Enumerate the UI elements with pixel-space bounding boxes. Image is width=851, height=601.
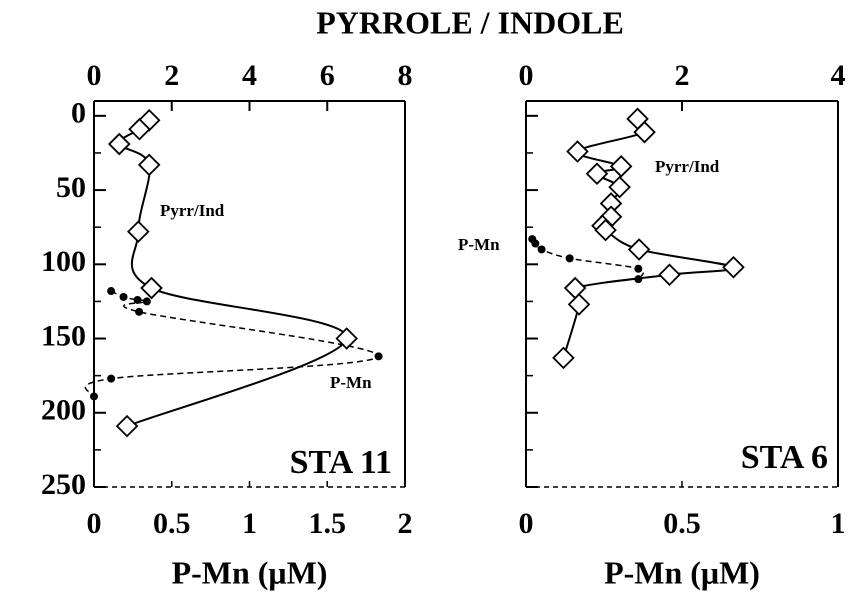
diamond-marker [335,327,358,350]
x-tick-label: 1 [242,507,257,540]
diamond-marker [137,153,161,177]
diamond-marker [658,263,681,286]
series-line [118,119,348,428]
dot-marker [537,245,546,254]
diamond-marker [128,117,151,141]
series-label: Pyrr/Ind [655,157,720,176]
diamond-marker [563,276,587,300]
x2-tick-label: 8 [398,59,413,92]
x-tick-label: 1.5 [309,507,347,540]
y-tick-label: 150 [41,319,86,352]
diamond-marker [107,132,131,156]
y-tick-label: 100 [41,245,86,278]
diamond-marker [552,346,575,370]
diamond-marker [627,238,651,261]
diamond-marker [140,276,163,300]
dot-marker [119,292,128,301]
y-tick-label: 0 [71,97,86,130]
diamond-marker [594,218,617,242]
station-label: STA 6 [741,439,828,476]
diamond-marker [633,120,656,144]
dot-marker [374,352,383,361]
diamond-marker [609,155,633,178]
x2-tick-label: 2 [164,59,179,92]
x2-tick-label: 4 [831,59,846,92]
dot-marker [634,264,643,273]
series-label: Pyrr/Ind [160,201,225,220]
x-tick-label: 0.5 [153,507,191,540]
figure-title: PYRROLE / INDOLE [316,4,624,40]
diamond-marker [127,220,150,243]
series-line [562,118,735,359]
dot-marker [565,254,574,263]
x2-tick-label: 6 [320,59,335,92]
station-label: STA 11 [290,444,392,481]
diamond-marker [567,293,591,316]
series-label: P-Mn [458,235,500,254]
x2-tick-label: 0 [87,59,102,92]
diamond-marker [115,414,139,438]
dot-marker [133,295,142,304]
dot-marker [107,287,116,296]
dot-marker [90,392,98,401]
diamond-marker [608,175,631,199]
y-tick-label: 50 [56,171,86,204]
series-line [84,290,380,398]
x-axis-label: P-Mn (μM) [604,554,760,590]
y-tick-label: 250 [41,468,86,501]
dot-marker [142,297,151,306]
x2-tick-label: 2 [675,59,690,92]
series-label: P-Mn [330,373,372,392]
y-tick-label: 200 [41,394,86,427]
x-tick-label: 2 [398,507,413,540]
dot-marker [531,239,540,248]
x-tick-label: 0 [519,507,534,540]
dot-marker [634,275,643,284]
diamond-marker [585,162,609,186]
x-tick-label: 0 [87,507,102,540]
diamond-marker [722,256,745,279]
x2-tick-label: 0 [519,59,534,92]
x-tick-label: 1 [831,507,846,540]
dot-marker [107,374,116,383]
x-tick-label: 0.5 [663,507,701,540]
x-axis-label: P-Mn (μM) [172,554,328,590]
diamond-marker [566,140,589,163]
dot-marker [135,307,144,316]
x2-tick-label: 4 [242,59,257,92]
